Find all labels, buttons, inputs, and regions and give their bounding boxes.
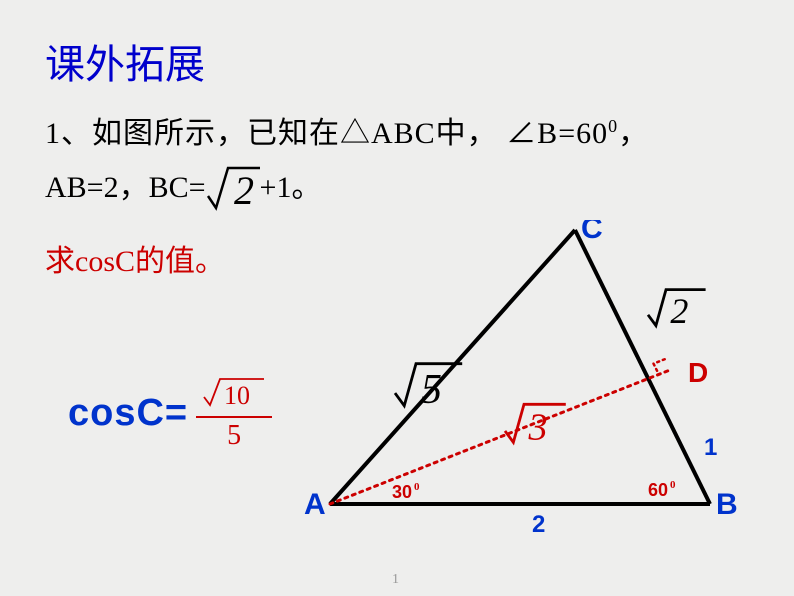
svg-text:2: 2	[670, 291, 688, 331]
question-text: 求cosC的值。	[45, 236, 225, 280]
problem-line-1: 1、如图所示，已知在△ABC中， ∠B=600，	[45, 108, 649, 152]
answer-block: cosC= 10 5	[68, 375, 272, 452]
svg-text:10: 10	[224, 381, 250, 409]
problem-text-1b: ，	[618, 117, 649, 150]
triangle-diagram: 523ABCD21300600	[300, 220, 770, 560]
svg-text:B: B	[716, 488, 738, 521]
answer-denominator: 5	[221, 418, 247, 452]
sqrt-2-problem: 2	[206, 160, 260, 208]
svg-text:0: 0	[414, 481, 420, 493]
problem-text-2b: +1。	[260, 162, 322, 206]
answer-fraction: 10 5	[196, 375, 272, 452]
problem-sup: 0	[608, 116, 618, 136]
svg-text:A: A	[304, 488, 326, 521]
problem-line-2: AB=2，BC= 2 +1。	[45, 160, 321, 208]
answer-numerator: 10	[196, 375, 272, 416]
svg-text:0: 0	[670, 479, 676, 491]
svg-text:3: 3	[528, 407, 548, 449]
svg-text:1: 1	[704, 434, 717, 461]
problem-text-2a: AB=2，BC=	[45, 162, 206, 206]
section-title: 课外拓展	[45, 32, 205, 90]
svg-text:C: C	[581, 220, 603, 245]
page-number: 1	[392, 572, 399, 588]
svg-text:D: D	[688, 357, 708, 388]
answer-label: cosC=	[68, 392, 188, 435]
svg-text:2: 2	[532, 511, 545, 538]
svg-text:2: 2	[234, 168, 254, 213]
svg-text:5: 5	[421, 367, 442, 413]
svg-text:60: 60	[648, 480, 668, 500]
problem-text-1a: 1、如图所示，已知在△ABC中， ∠B=60	[45, 117, 608, 150]
svg-text:30: 30	[392, 482, 412, 502]
